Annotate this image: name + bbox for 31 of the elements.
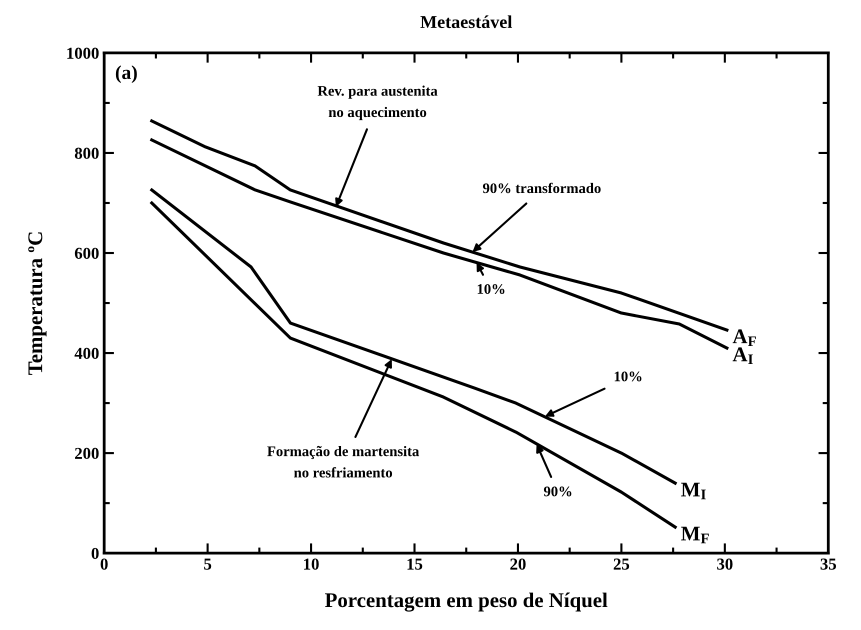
x-tick-label: 35: [820, 558, 836, 570]
series-label: M$_{I}$: [681, 482, 706, 500]
x-tick-label: 5: [204, 558, 212, 570]
y-tick-label: 200: [75, 448, 99, 460]
line-series: [150, 138, 728, 350]
annotation: 10%: [478, 284, 504, 294]
annotation: 90% transformado: [482, 182, 601, 194]
y-tick-label: 800: [74, 148, 99, 159]
x-axis-title: Porcentagem em peso de Níquel: [325, 592, 608, 612]
y-tick-label: 0: [92, 548, 99, 560]
x-tick-label: 15: [408, 558, 422, 570]
y-tick-label: 400: [74, 348, 99, 359]
series-label: A$_{F}$: [732, 329, 756, 346]
annotation: (a): [116, 65, 137, 84]
x-tick-label: 30: [717, 558, 733, 570]
line-series: [150, 119, 728, 332]
annotation: 10%: [614, 372, 642, 382]
x-tick-label: 10: [304, 558, 319, 570]
annotation: Formação de martensita no resfriamento: [267, 446, 420, 478]
x-tick-label: 20: [510, 558, 526, 570]
x-tick-label: 25: [614, 558, 630, 570]
annotation: Rev. para austenita no aquecimento: [318, 86, 438, 120]
series-label: M$_{F}$: [681, 526, 709, 544]
chart-title: Metaestável: [420, 15, 512, 28]
series-label: A$_{I}$: [732, 347, 753, 364]
y-tick-label: 600: [74, 248, 99, 259]
x-tick-label: 0: [100, 558, 108, 570]
y-tick-label: 1000: [67, 48, 99, 59]
line-series: [150, 201, 677, 529]
y-axis-title: Temperatura ºC: [28, 232, 47, 375]
annotation: 90%: [544, 486, 572, 496]
